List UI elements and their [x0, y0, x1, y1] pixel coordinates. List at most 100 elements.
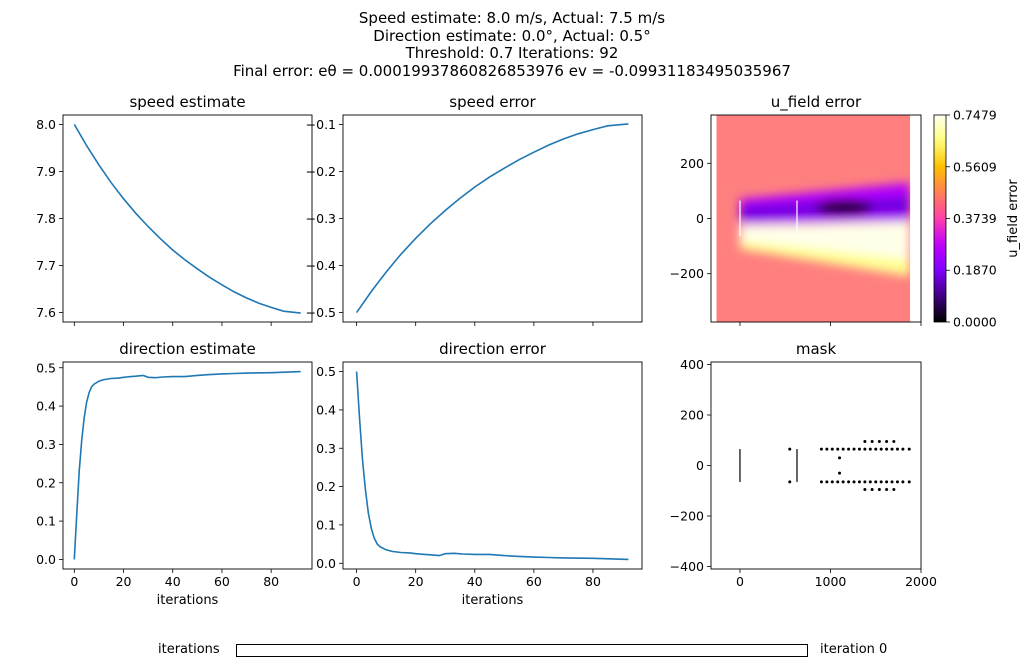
y-tick-label: 0.0	[36, 552, 56, 567]
subplot-title: direction estimate	[119, 340, 256, 358]
subplot-4: 0 20 40 60 80 0.0 0.1 0.2 0.3 0.4 0.5 direction est…	[36, 340, 313, 608]
subplot-title: mask	[796, 340, 837, 358]
mask-point	[830, 447, 834, 451]
x-tick-label: 1000	[815, 574, 847, 589]
subplot-5: 0 20 40 60 80 0.0 0.1 0.2 0.3 0.4 0.5 direction err…	[316, 340, 643, 608]
y-tick-label: 0.4	[36, 399, 56, 414]
mask-point	[901, 480, 905, 484]
y-tick-label: −200	[670, 266, 704, 281]
y-tick-label: 7.7	[36, 258, 56, 273]
mask-point	[825, 480, 829, 484]
axes-frame	[62, 114, 313, 323]
mask-point	[877, 487, 881, 491]
x-tick-label: 0	[736, 574, 744, 589]
y-tick-label: 8.0	[36, 117, 56, 132]
colorbar-tick-label: 0.7479	[953, 108, 997, 123]
iteration-slider[interactable]	[236, 644, 808, 657]
subplot-title: direction error	[439, 340, 547, 358]
x-tick-label: 40	[165, 574, 181, 589]
x-tick-label: 2000	[905, 574, 937, 589]
series-line	[73, 123, 301, 314]
y-tick-label: 0	[696, 211, 704, 226]
mask-point	[879, 447, 883, 451]
mask-point	[907, 480, 911, 484]
mask-point	[857, 447, 861, 451]
subplot-2: −0.5 −0.4 −0.3 −0.2 −0.1 speed error	[306, 93, 643, 326]
mask-point	[874, 447, 878, 451]
y-tick-label: 0.3	[36, 437, 56, 452]
y-tick-label: 0.1	[316, 517, 336, 532]
mask-point	[868, 480, 872, 484]
x-tick-label: 60	[526, 574, 542, 589]
wake-group	[739, 182, 911, 277]
subplot-1: 7.6 7.7 7.8 7.9 8.0 speed estimate	[36, 93, 313, 326]
mask-point	[892, 440, 896, 444]
mask-point	[885, 447, 889, 451]
x-tick-label: 80	[263, 574, 279, 589]
y-tick-label: 0.0	[316, 556, 336, 571]
mask-point	[890, 447, 894, 451]
mask-point	[895, 447, 899, 451]
y-tick-label: 0.2	[316, 479, 336, 494]
x-tick-label: 0	[70, 574, 78, 589]
series-line	[73, 370, 301, 560]
mask-point	[788, 447, 792, 451]
y-tick-label: 0.2	[36, 475, 56, 490]
mask-point	[877, 440, 881, 444]
series-line	[355, 123, 629, 314]
y-tick-label: −0.2	[306, 164, 336, 179]
y-tick-label: 7.9	[36, 164, 56, 179]
y-tick-label: 400	[680, 357, 704, 372]
subplot-3: −200 0 200 u_field error	[670, 93, 922, 326]
wake-core	[816, 199, 873, 216]
x-axis-label: iterations	[462, 593, 524, 608]
y-tick-label: 7.6	[36, 305, 56, 320]
y-tick-label: −0.4	[306, 258, 336, 273]
axes-frame	[62, 361, 313, 570]
colorbar-rect	[933, 114, 947, 323]
mask-point	[868, 447, 872, 451]
subplot-6: 0 1000 2000 −400 −200 0 200 400 mask	[670, 340, 937, 589]
y-tick-label: 200	[680, 408, 704, 423]
suptitle-line-1: Speed estimate: 8.0 m/s, Actual: 7.5 m/s	[358, 9, 666, 27]
axes-frame	[342, 114, 643, 323]
mask-point	[870, 487, 874, 491]
y-tick-label: 0.5	[36, 360, 56, 375]
mask-point	[863, 447, 867, 451]
mask-point	[890, 480, 894, 484]
mask-point	[863, 487, 867, 491]
heatmap-image	[716, 115, 911, 322]
mask-point	[857, 480, 861, 484]
y-tick-label: −0.3	[306, 211, 336, 226]
suptitle-line-2: Direction estimate: 0.0°, Actual: 0.5°	[373, 26, 651, 45]
mask-point	[895, 480, 899, 484]
mask-point	[836, 447, 840, 451]
suptitle-line-4: Final error: eθ = 0.00019937860826853976…	[233, 61, 791, 80]
mask-point	[901, 447, 905, 451]
y-tick-label: −400	[670, 559, 704, 574]
mask-point	[885, 480, 889, 484]
mask-point	[819, 480, 823, 484]
mask-point	[879, 480, 883, 484]
mask-point	[892, 487, 896, 491]
y-tick-label: 0.1	[36, 514, 56, 529]
subplot-title: speed error	[449, 93, 536, 111]
y-tick-label: −200	[670, 508, 704, 523]
y-tick-label: 7.8	[36, 211, 56, 226]
mask-point	[885, 440, 889, 444]
colorbar-label: u_field error	[1006, 179, 1021, 258]
series-line	[355, 371, 629, 561]
mask-point	[825, 447, 829, 451]
wake-band-white	[739, 222, 911, 260]
x-tick-label: 40	[467, 574, 483, 589]
y-tick-label: 0.4	[316, 402, 336, 417]
x-tick-label: 80	[585, 574, 601, 589]
colorbar-tick-label: 0.5609	[953, 159, 997, 174]
mask-point	[852, 447, 856, 451]
x-tick-label: 20	[116, 574, 132, 589]
mask-point	[874, 480, 878, 484]
mask-point	[819, 447, 823, 451]
colorbar-tick-label: 0.3739	[953, 211, 997, 226]
y-tick-label: 200	[680, 156, 704, 171]
mask-point	[847, 480, 851, 484]
